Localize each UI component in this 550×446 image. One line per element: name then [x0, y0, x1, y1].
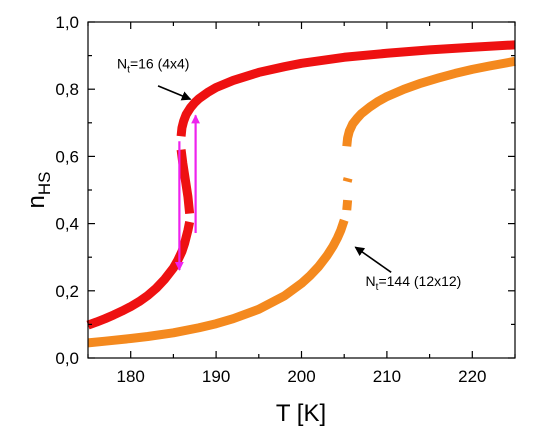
annotations: Nt=16 (4x4)Nt=144 (12x12) — [117, 55, 461, 292]
x-axis-ticks: 180 190 200 210 220 — [87, 22, 516, 386]
series-1-segment-2 — [176, 149, 195, 214]
annotation-label-1: Nt=16 (4x4) — [117, 55, 189, 75]
annotation-label-rest: =144 (12x12) — [378, 273, 461, 289]
y-tick-label: 0,8 — [55, 80, 79, 99]
x-tick-label: 220 — [458, 367, 486, 386]
series-1-segment-1 — [86, 221, 195, 330]
annotation-label-sub: t — [127, 64, 130, 75]
annotation-arrow-2 — [354, 246, 392, 273]
x-tick-label: 180 — [117, 367, 145, 386]
y-tick-label: 0,0 — [55, 349, 79, 368]
transition-arrows — [174, 114, 201, 271]
y-axis-ticks: 0,0 0,2 0,4 0,6 0,8 1,0 — [55, 13, 515, 368]
x-tick-label: 210 — [373, 367, 401, 386]
annotation-label-main: N — [366, 273, 376, 289]
y-axis-title-sub: HS — [35, 172, 54, 196]
annotation-label-main: N — [117, 55, 127, 71]
series-2-segment-3 — [342, 177, 353, 183]
y-axis-title: nHS — [23, 172, 54, 209]
y-axis-title-main: n — [23, 195, 50, 208]
series-2-segment-1 — [87, 218, 349, 348]
y-tick-label: 0,4 — [55, 215, 79, 234]
series-layer — [86, 40, 516, 348]
y-tick-label: 0,6 — [55, 147, 79, 166]
x-axis-title: T [K] — [276, 400, 326, 427]
x-tick-label: 200 — [287, 367, 315, 386]
annotation-label-rest: =16 (4x4) — [130, 55, 190, 71]
y-tick-label: 1,0 — [55, 13, 79, 32]
series-2-segment-2 — [342, 199, 353, 211]
series-1-segment-3 — [176, 40, 516, 137]
series-2-segment-4 — [342, 56, 516, 147]
annotation-label-2: Nt=144 (12x12) — [366, 273, 462, 293]
annotation-label-sub: t — [376, 282, 379, 293]
y-tick-label: 0,2 — [55, 282, 79, 301]
x-tick-label: 190 — [202, 367, 230, 386]
annotation-arrow-1 — [157, 85, 192, 101]
